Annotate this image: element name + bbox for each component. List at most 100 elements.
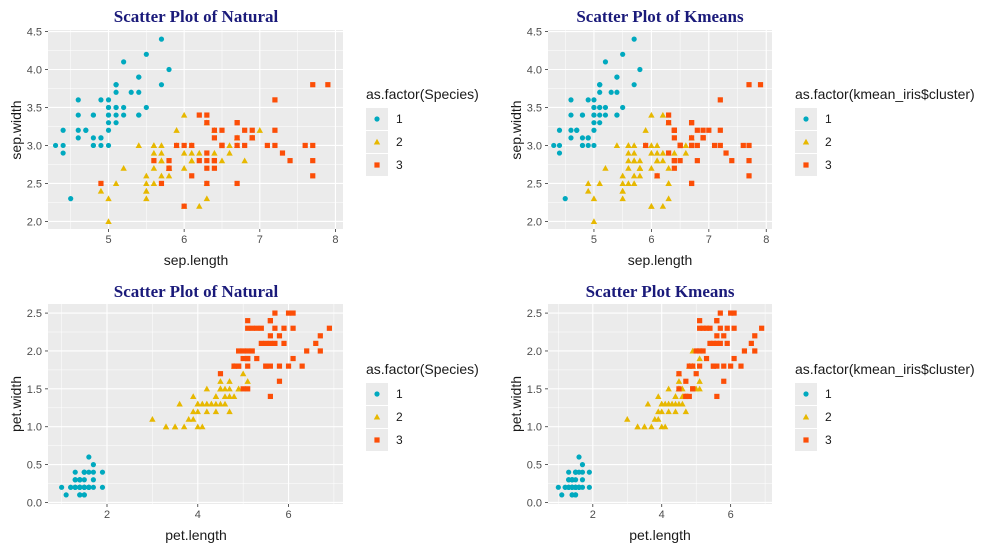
data-point-cluster-3 — [714, 363, 720, 369]
data-point-cluster-1 — [90, 477, 96, 483]
data-point-cluster-2 — [665, 195, 672, 202]
data-point-cluster-3 — [697, 318, 703, 324]
data-point-cluster-2 — [208, 400, 215, 407]
legend-label: 1 — [396, 112, 403, 126]
data-point-cluster-3 — [717, 310, 723, 316]
legend-label: 3 — [825, 158, 832, 172]
data-point-cluster-3 — [302, 142, 308, 149]
data-point-cluster-1 — [90, 112, 96, 118]
data-point-cluster-3 — [310, 173, 316, 179]
legend-keys: 1 2 3 — [795, 108, 832, 176]
data-point-cluster-3 — [703, 355, 710, 362]
data-point-cluster-1 — [586, 469, 592, 475]
data-point-cluster-3 — [676, 371, 682, 377]
data-point-cluster-1 — [143, 51, 149, 57]
data-point-cluster-3 — [690, 363, 696, 369]
data-point-cluster-1 — [90, 142, 96, 149]
data-point-cluster-3 — [254, 325, 260, 331]
data-point-cluster-1 — [75, 135, 81, 141]
data-point-cluster-1 — [585, 135, 591, 141]
data-point-cluster-3 — [731, 325, 737, 331]
data-point-cluster-2 — [613, 142, 621, 149]
data-point-cluster-2 — [619, 187, 626, 194]
data-points — [59, 310, 332, 498]
legend-marker-3 — [374, 437, 380, 443]
data-point-cluster-3 — [666, 112, 672, 118]
data-point-cluster-1 — [59, 484, 65, 490]
grid — [48, 30, 343, 229]
data-point-cluster-2 — [665, 408, 672, 415]
data-point-cluster-1 — [98, 142, 104, 149]
data-point-cluster-1 — [597, 89, 603, 95]
data-point-cluster-3 — [245, 355, 251, 362]
data-point-cluster-2 — [212, 408, 220, 415]
data-point-cluster-2 — [212, 400, 220, 407]
data-point-cluster-2 — [180, 111, 188, 118]
data-point-cluster-2 — [203, 408, 211, 415]
data-point-cluster-2 — [135, 142, 142, 149]
data-point-cluster-2 — [180, 149, 188, 156]
data-point-cluster-2 — [150, 149, 158, 156]
x-tick-labels: 2 4 6 — [104, 504, 292, 521]
data-point-cluster-1 — [555, 484, 561, 490]
data-point-cluster-3 — [245, 325, 251, 331]
legend-label: 2 — [396, 135, 403, 149]
data-point-cluster-2 — [585, 180, 592, 186]
data-point-cluster-3 — [697, 363, 703, 369]
data-point-cluster-3 — [196, 112, 202, 118]
data-point-cluster-3 — [236, 363, 242, 369]
data-point-cluster-2 — [230, 393, 238, 399]
data-point-cluster-2 — [190, 415, 197, 422]
data-point-cluster-3 — [267, 340, 273, 346]
data-point-cluster-3 — [310, 158, 316, 164]
data-point-cluster-2 — [659, 157, 667, 164]
data-point-cluster-2 — [590, 195, 598, 202]
data-point-cluster-3 — [757, 82, 764, 88]
data-point-cluster-1 — [602, 59, 609, 65]
data-point-cluster-2 — [217, 400, 224, 407]
legend-petal-kmeans: as.factor(kmean_iris$cluster) 1 2 3 — [795, 361, 975, 451]
data-point-cluster-3 — [272, 142, 278, 149]
data-point-cluster-1 — [608, 89, 614, 95]
data-point-cluster-3 — [752, 348, 758, 354]
data-point-cluster-2 — [619, 172, 626, 179]
data-point-cluster-1 — [591, 97, 597, 103]
data-point-cluster-2 — [665, 165, 672, 171]
legend-marker-2 — [373, 138, 381, 145]
data-point-cluster-2 — [636, 157, 644, 164]
x-tick-label: 4 — [195, 509, 201, 521]
data-point-cluster-2 — [675, 378, 683, 384]
data-point-cluster-2 — [211, 149, 218, 156]
data-point-cluster-3 — [724, 340, 730, 346]
data-point-cluster-2 — [165, 172, 173, 179]
data-point-cluster-1 — [614, 112, 620, 118]
legend-title: as.factor(Species) — [366, 86, 479, 102]
data-point-cluster-3 — [666, 120, 672, 126]
data-point-cluster-2 — [682, 142, 690, 149]
legend-sepal-kmeans: as.factor(kmean_iris$cluster) 1 2 3 — [795, 86, 975, 176]
data-point-cluster-1 — [585, 97, 591, 103]
data-point-cluster-1 — [77, 477, 83, 483]
data-point-cluster-2 — [642, 127, 649, 133]
data-point-cluster-2 — [196, 203, 203, 209]
data-point-cluster-3 — [240, 355, 246, 362]
data-point-cluster-1 — [81, 477, 87, 483]
data-point-cluster-3 — [728, 310, 734, 316]
data-point-cluster-3 — [285, 363, 292, 369]
data-point-cluster-2 — [143, 195, 150, 202]
y-axis-label: sep.width — [508, 100, 524, 159]
data-point-cluster-1 — [574, 127, 580, 133]
data-point-cluster-1 — [90, 469, 96, 475]
x-axis-label: sep.length — [164, 252, 229, 268]
data-point-cluster-1 — [158, 82, 165, 88]
data-point-cluster-3 — [654, 173, 660, 179]
data-point-cluster-3 — [242, 142, 248, 149]
data-point-cluster-1 — [105, 142, 112, 149]
data-point-cluster-3 — [677, 158, 683, 164]
data-point-cluster-1 — [579, 142, 586, 149]
data-point-cluster-2 — [630, 180, 638, 186]
plot-title: Scatter Plot of Natural — [114, 282, 279, 301]
data-point-cluster-2 — [630, 142, 638, 149]
data-point-cluster-3 — [717, 340, 723, 346]
x-tick-label: 2 — [104, 509, 110, 521]
